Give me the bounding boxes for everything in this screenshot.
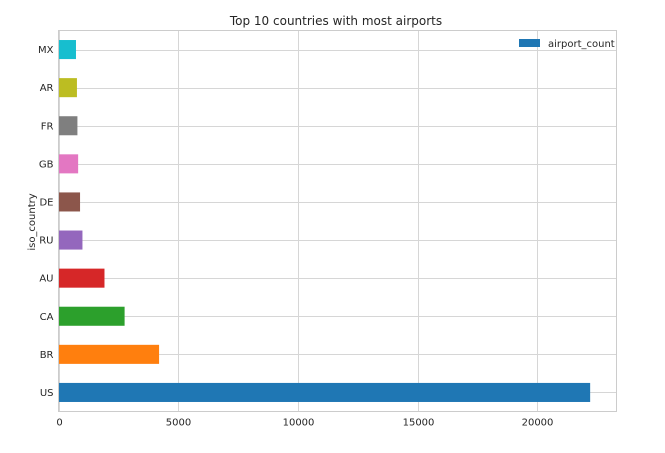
y-tick-label: AU	[39, 274, 53, 285]
bar-ru	[58, 230, 83, 250]
bar-mx	[58, 40, 76, 60]
legend: airport_count	[519, 39, 615, 50]
bar-ar	[58, 78, 77, 98]
y-tick-label: GB	[39, 159, 54, 170]
x-tick-label: 5000	[166, 418, 191, 429]
y-tick-label: CA	[40, 312, 54, 323]
bar-gb	[58, 154, 79, 174]
bar-ca	[58, 306, 125, 326]
x-tick-labels: 0 5000 10000 15000 20000	[56, 418, 553, 429]
bar-de	[58, 192, 81, 212]
y-tick-labels: US BR CA AU RU DE GB FR AR MX	[38, 45, 54, 399]
y-tick-label: AR	[40, 83, 54, 94]
x-tick-label: 15000	[403, 418, 435, 429]
bars	[58, 40, 591, 402]
bar-br	[58, 344, 160, 364]
chart-title: Top 10 countries with most airports	[229, 14, 442, 28]
y-tick-label: US	[40, 388, 54, 399]
y-tick-label: MX	[38, 45, 54, 56]
plot-frame	[58, 30, 617, 412]
y-tick-label: BR	[40, 350, 54, 361]
y-tick-label: FR	[41, 121, 54, 132]
x-tick-label: 0	[56, 418, 62, 429]
bar-au	[58, 268, 105, 288]
bar-fr	[58, 116, 78, 136]
legend-label: airport_count	[548, 39, 615, 50]
x-tick-label: 10000	[283, 418, 315, 429]
y-tick-label: DE	[39, 197, 53, 208]
plot-border	[58, 30, 617, 412]
y-tick-label: RU	[39, 236, 53, 247]
legend-swatch	[519, 39, 540, 47]
bar-us	[58, 382, 591, 402]
x-tick-label: 20000	[522, 418, 554, 429]
y-axis-label: iso_country	[27, 193, 38, 250]
